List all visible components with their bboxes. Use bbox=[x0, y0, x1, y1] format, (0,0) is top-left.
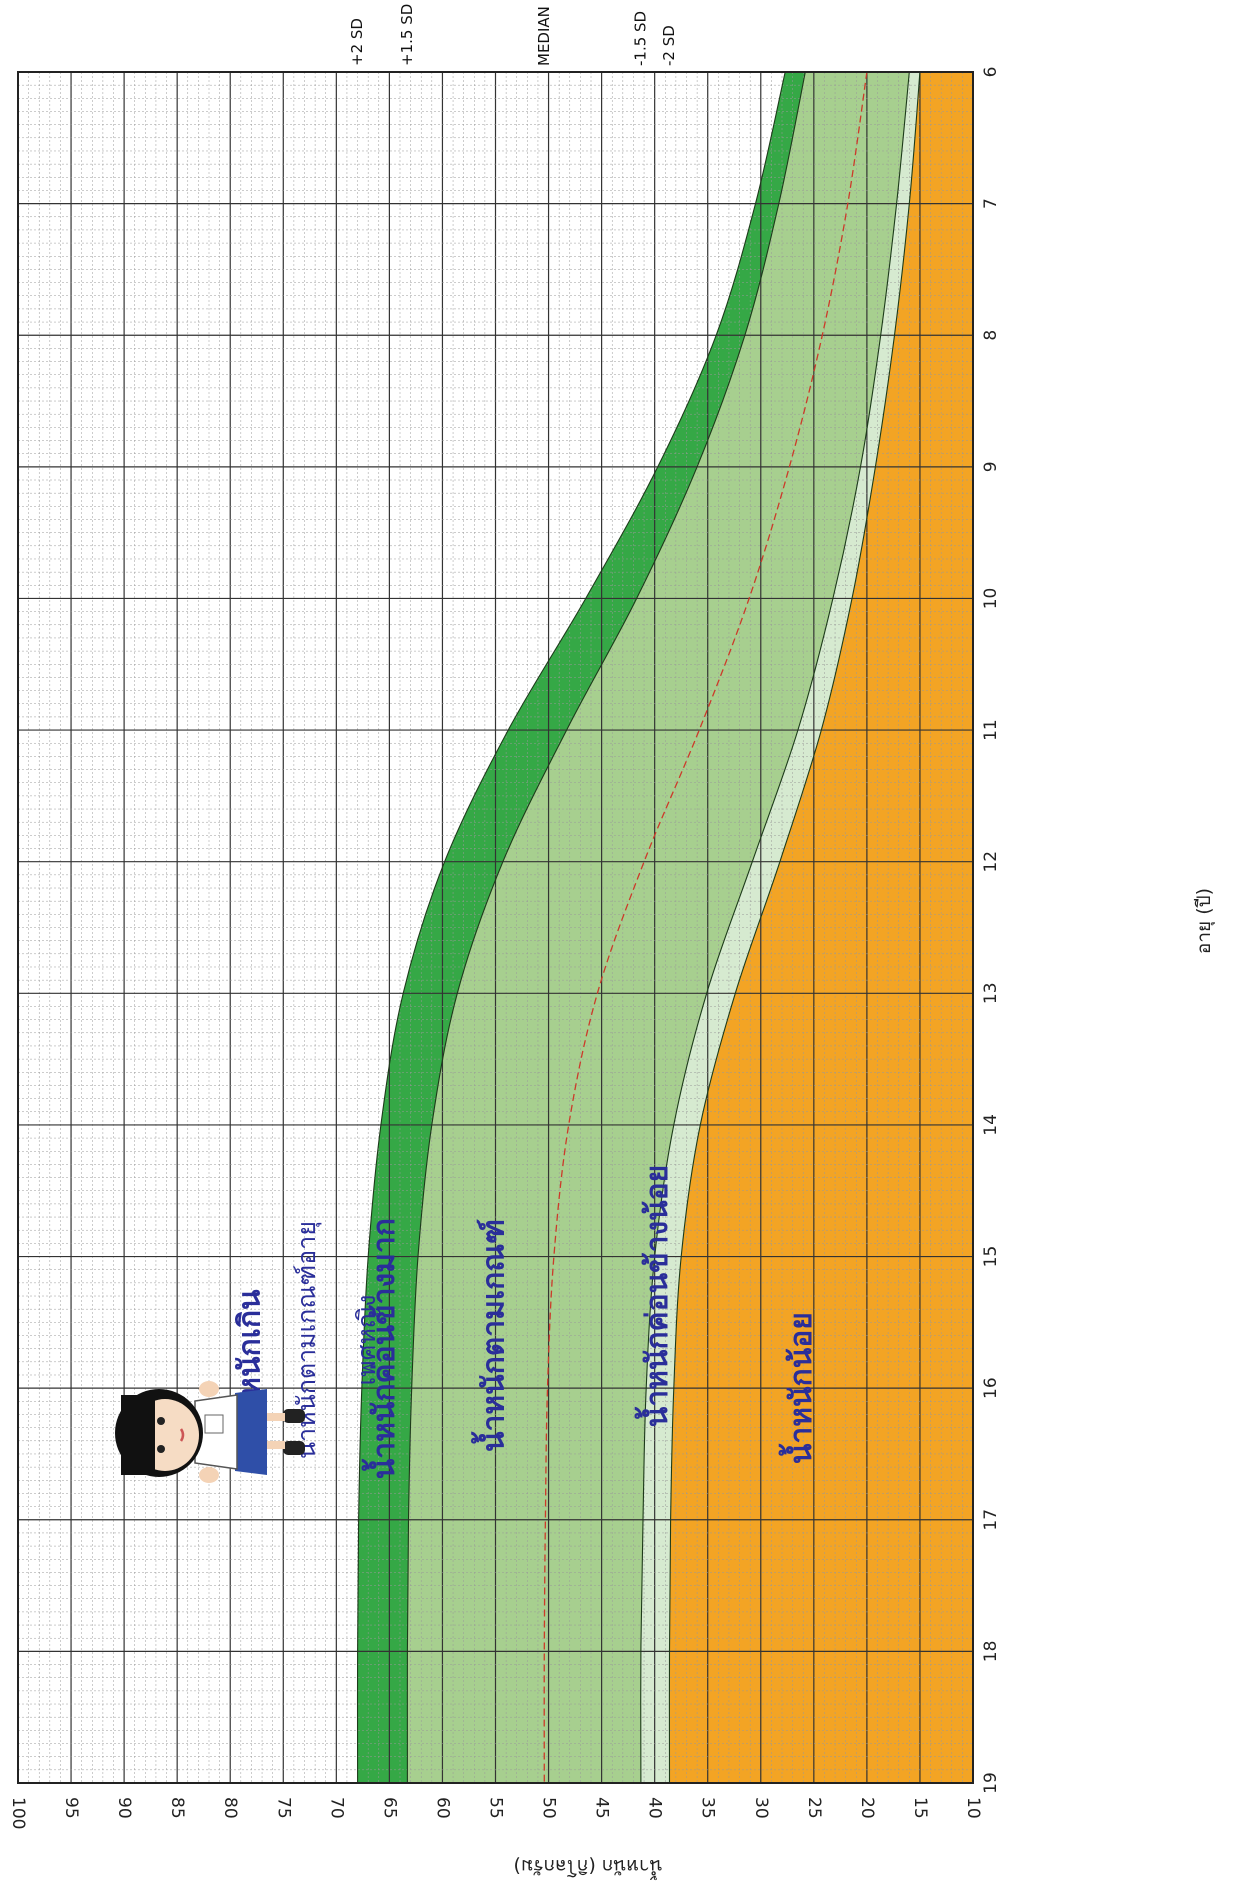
x-tick-label: 14 bbox=[981, 1114, 1001, 1136]
sd-label: +1.5 SD bbox=[398, 4, 416, 66]
sd-label: +2 SD bbox=[348, 18, 366, 66]
y-tick-label: 85 bbox=[167, 1797, 187, 1819]
schoolgirl-illustration bbox=[115, 1381, 305, 1483]
y-tick-label: 20 bbox=[857, 1797, 877, 1819]
x-tick-label: 6 bbox=[981, 67, 1001, 78]
sd-label: MEDIAN bbox=[535, 6, 553, 66]
x-tick-label: 18 bbox=[981, 1641, 1001, 1663]
y-tick-label: 80 bbox=[220, 1797, 240, 1819]
y-tick-label: 45 bbox=[592, 1797, 612, 1819]
zone-label: น้ำหนักค่อนข้างน้อย bbox=[634, 1165, 675, 1428]
sd-label: -2 SD bbox=[660, 25, 678, 66]
y-tick-label: 75 bbox=[273, 1797, 293, 1819]
x-tick-label: 16 bbox=[981, 1377, 1001, 1399]
x-tick-label: 9 bbox=[981, 461, 1001, 472]
x-tick-label: 12 bbox=[981, 851, 1001, 873]
y-tick-label: 90 bbox=[114, 1797, 134, 1819]
y-tick-label: 50 bbox=[539, 1797, 559, 1819]
plot-frame bbox=[17, 71, 974, 1784]
chart-title: น้ำหนักตามเกณฑ์อายุ bbox=[288, 1221, 322, 1459]
zone-fairly-under bbox=[640, 72, 920, 1783]
y-tick-label: 15 bbox=[910, 1797, 930, 1819]
x-tick-label: 15 bbox=[981, 1246, 1001, 1268]
chart-subtitle: เพศหญิง bbox=[352, 1295, 381, 1386]
tick-labels: 6 7 8 9 10 11 12 13 14 15 16 17 18 19 10 15 20 25 30 35 40 45… bbox=[8, 67, 1001, 1830]
y-tick-label: 10 bbox=[963, 1797, 983, 1819]
y-tick-label: 70 bbox=[326, 1797, 346, 1819]
x-tick-label: 17 bbox=[981, 1509, 1001, 1531]
x-tick-label: 11 bbox=[981, 719, 1001, 741]
y-tick-label: 25 bbox=[804, 1797, 824, 1819]
y-tick-label: 65 bbox=[379, 1797, 399, 1819]
sd-lines bbox=[356, 71, 921, 1784]
zone-label: น้ำหนักค่อนข้างมาก bbox=[361, 1218, 402, 1479]
series-line--2-sd bbox=[668, 71, 921, 1784]
series-line--2-sd bbox=[356, 71, 786, 1784]
x-axis-title: อายุ (ปี) bbox=[1193, 888, 1216, 954]
sd-line-labels: +2 SD +1.5 SD MEDIAN -1.5 SD -2 SD bbox=[348, 4, 678, 66]
y-tick-label: 95 bbox=[61, 1797, 81, 1819]
x-tick-label: 19 bbox=[981, 1772, 1001, 1794]
zone-under bbox=[669, 72, 973, 1783]
x-tick-label: 10 bbox=[981, 588, 1001, 610]
series-line--1-5-sd bbox=[640, 71, 910, 1784]
y-tick-label: 35 bbox=[698, 1797, 718, 1819]
zone-label: น้ำหนักตามเกณฑ์ bbox=[471, 1219, 512, 1452]
y-tick-label: 55 bbox=[486, 1797, 506, 1819]
x-tick-label: 13 bbox=[981, 982, 1001, 1004]
x-tick-label: 8 bbox=[981, 330, 1001, 341]
y-tick-label: 30 bbox=[751, 1797, 771, 1819]
y-tick-label: 40 bbox=[645, 1797, 665, 1819]
zone-label: น้ำหนักน้อย bbox=[778, 1312, 819, 1464]
series-line--1-5-sd bbox=[406, 71, 806, 1784]
series-line-median bbox=[543, 71, 868, 1784]
sd-label: -1.5 SD bbox=[631, 11, 649, 66]
y-axis-title: น้ำหนัก (กิโลกรัม) bbox=[513, 1855, 662, 1880]
x-tick-label: 7 bbox=[981, 198, 1001, 209]
y-tick-label: 60 bbox=[432, 1797, 452, 1819]
y-tick-label: 100 bbox=[8, 1797, 28, 1829]
